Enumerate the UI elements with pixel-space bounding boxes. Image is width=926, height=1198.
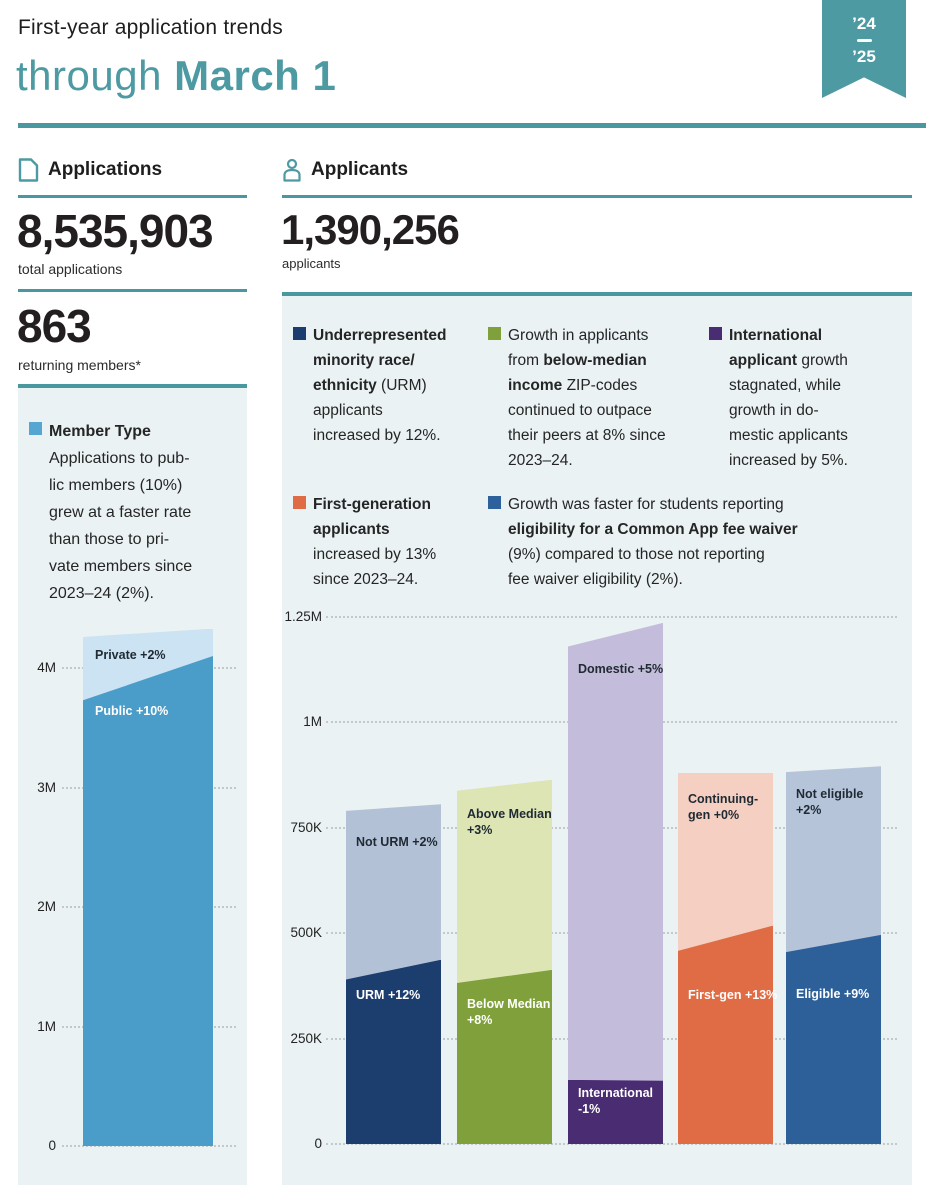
bar-segment-front (346, 959, 441, 1144)
subtitle-regular: through (16, 52, 175, 99)
axis-tick-label: 2M (37, 899, 56, 914)
bullet-swatch (293, 327, 306, 340)
bullet-swatch (488, 327, 501, 340)
applications-section-header: Applications (18, 158, 162, 182)
bullet-item: Growth in applicants from below-median i… (488, 323, 688, 473)
rule (18, 289, 247, 292)
member-type-panel: Member Type Applications to pub- lic mem… (18, 388, 247, 1185)
bullet-item: Growth was faster for students reporting… (488, 492, 892, 592)
bullet-swatch (709, 327, 722, 340)
page-title: First-year application trends (18, 16, 283, 39)
bar-label: Not eligible +2% (796, 787, 864, 818)
returning-members-label: returning members* (18, 357, 141, 373)
bar-label: Domestic +5% (578, 661, 664, 676)
bullet-swatch (488, 496, 501, 509)
bar-label: First-gen +13% (688, 987, 778, 1002)
total-applications-label: total applications (18, 261, 123, 277)
rule (282, 195, 912, 198)
applicants-heading: Applicants (311, 159, 409, 180)
bullet-text: International applicant growth stagnated… (729, 327, 848, 469)
bar-label: Eligible +9% (796, 987, 870, 1002)
year-ribbon: ’24 ’25 (822, 0, 906, 98)
bullet-item: International applicant growth stagnated… (709, 323, 894, 473)
returning-members-value: 863 (17, 300, 92, 352)
bullet-item: Underrepresented minority race/ ethnicit… (293, 323, 478, 448)
gridline (62, 1145, 236, 1147)
bar-segment-front (678, 925, 773, 1144)
applicants-section-header: Applicants (282, 158, 408, 182)
bar-segment-front (786, 934, 881, 1144)
rule (18, 384, 247, 388)
bar-label: Public +10% (95, 703, 169, 718)
axis-tick-label: 4M (37, 660, 56, 675)
gridline (326, 1143, 897, 1145)
applicants-label: applicants (282, 256, 341, 271)
bullet-text: First-generation applicants increased by… (313, 496, 437, 588)
axis-tick-label: 750K (290, 819, 322, 835)
axis-tick-label: 1M (37, 1018, 56, 1034)
total-applications-value: 8,535,903 (17, 205, 214, 257)
bar-label: Below Median +8% (467, 996, 551, 1027)
subtitle-bold: March 1 (174, 52, 337, 99)
axis-tick-label: 1.25M (284, 609, 322, 624)
axis-tick-label: 500K (290, 925, 322, 941)
bullet-swatch (29, 422, 42, 435)
page-subtitle: through March 1 (16, 52, 336, 100)
bullet-text: Growth in applicants from below-median i… (508, 327, 666, 469)
rule (18, 195, 247, 198)
applicants-panel: Underrepresented minority race/ ethnicit… (282, 296, 912, 1185)
axis-tick-label: 1M (303, 714, 322, 730)
bar-segment-front (457, 969, 552, 1144)
applicants-chart: 1.25M 1M 750K 500K 250K 0 Not URM +2% URM +12% A… (282, 609, 912, 1151)
bar-label: Private +2% (95, 647, 166, 662)
document-icon (18, 158, 39, 182)
rule (282, 292, 912, 296)
member-type-chart: 4M 3M 2M 1M 0 Private +2% Public +10% (18, 623, 247, 1153)
bullet-text: Member Type Applications to pub- lic mem… (49, 423, 193, 602)
header-divider (18, 123, 926, 128)
bar-segment-front (568, 1079, 663, 1144)
bar-label: Above Median +3% (467, 806, 552, 837)
axis-tick-label: 0 (48, 1138, 56, 1153)
ribbon-year-bottom: ’25 (852, 47, 876, 66)
bar-label: Continuing- gen +0% (688, 791, 759, 822)
ribbon-year-top: ’24 (852, 14, 876, 33)
axis-tick-label: 0 (314, 1136, 322, 1151)
ribbon-dash (856, 39, 872, 42)
bar-label: URM +12% (356, 988, 421, 1003)
axis-tick-label: 3M (37, 779, 56, 795)
bullet-text: Growth was faster for students reporting… (508, 496, 798, 588)
person-icon (282, 158, 302, 182)
applicants-value: 1,390,256 (281, 206, 460, 253)
axis-tick-label: 250K (290, 1030, 322, 1046)
bullet-text: Underrepresented minority race/ ethnicit… (313, 327, 447, 444)
bullet-item: First-generation applicants increased by… (293, 492, 478, 592)
bullet-swatch (293, 496, 306, 509)
gridline (326, 616, 897, 618)
bar-segment-front (83, 656, 213, 1146)
applications-heading: Applications (48, 159, 163, 180)
bullet-item: Member Type Applications to pub- lic mem… (29, 418, 234, 607)
bar-segment-back (568, 622, 663, 1144)
bar-label: International -1% (578, 1085, 654, 1116)
bar-label: Not URM +2% (356, 835, 438, 850)
